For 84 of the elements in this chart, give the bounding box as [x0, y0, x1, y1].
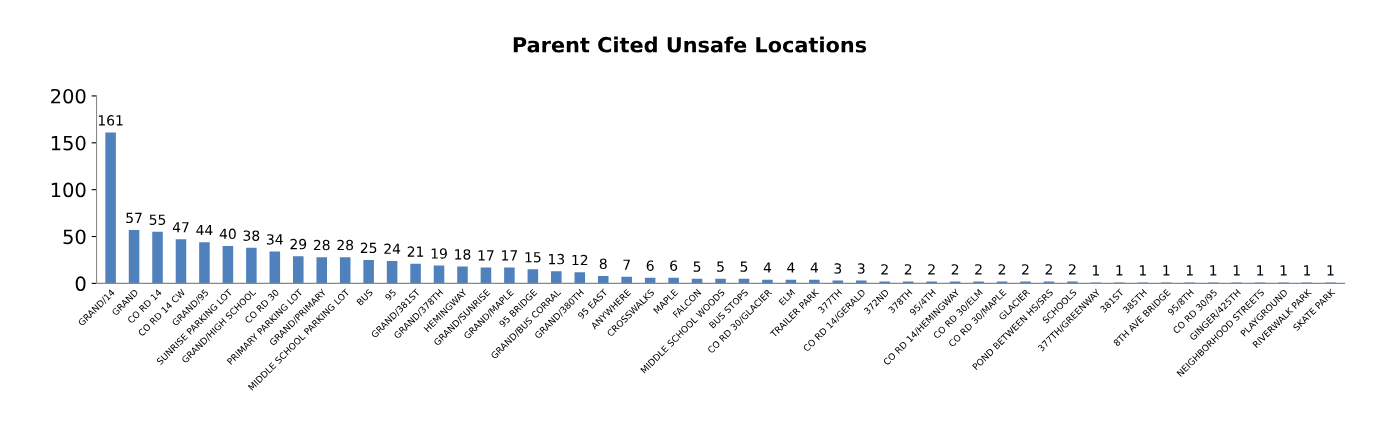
data-label: 2 — [904, 264, 912, 275]
bar — [480, 267, 492, 284]
data-label: 1 — [1327, 265, 1334, 276]
bar — [175, 239, 187, 284]
data-label: 55 — [149, 214, 166, 225]
bar — [504, 267, 515, 284]
bar — [386, 260, 398, 284]
data-label: 8 — [599, 258, 607, 270]
data-label: 18 — [455, 249, 471, 260]
data-label: 1 — [1092, 265, 1099, 276]
bar — [128, 229, 140, 284]
bar — [246, 247, 257, 284]
bar — [339, 257, 351, 284]
data-label: 3 — [857, 263, 865, 274]
data-label: 5 — [740, 261, 748, 272]
data-label: 1 — [1139, 265, 1146, 276]
data-label: 2 — [975, 264, 982, 275]
data-label: 1 — [1116, 265, 1123, 276]
y-tick-label: 100 — [51, 182, 86, 198]
data-label: 28 — [337, 239, 354, 251]
bar — [222, 245, 234, 284]
data-label: 17 — [502, 250, 518, 261]
bar — [433, 265, 445, 284]
chart-title: Parent Cited Unsafe Locations — [513, 36, 867, 53]
data-label: 13 — [549, 253, 565, 265]
bar — [621, 276, 632, 284]
data-label: 2 — [928, 264, 935, 275]
data-label: 2 — [951, 264, 959, 275]
data-label: 7 — [623, 259, 630, 270]
y-tick-label: 200 — [51, 88, 86, 104]
data-label: 6 — [670, 260, 678, 271]
bar — [715, 278, 726, 284]
bar — [668, 277, 679, 284]
bar — [551, 271, 562, 284]
data-label: 2 — [1022, 264, 1029, 275]
data-label: 15 — [525, 252, 541, 263]
data-label: 34 — [267, 234, 283, 245]
data-label: 2 — [1045, 264, 1052, 275]
data-label: 1 — [1163, 265, 1170, 276]
data-label: 40 — [219, 228, 236, 240]
bar — [597, 275, 609, 284]
data-label: 4 — [763, 262, 772, 273]
data-label: 25 — [360, 242, 377, 254]
data-label: 1 — [1233, 265, 1240, 276]
data-label: 6 — [646, 260, 654, 271]
data-label: 2 — [998, 264, 1006, 275]
bar — [199, 242, 210, 284]
data-label: 57 — [126, 212, 142, 224]
bar — [574, 272, 586, 284]
data-label: 21 — [407, 246, 424, 257]
data-label: 1 — [1186, 265, 1193, 276]
y-tick-label: 0 — [75, 276, 86, 292]
bar — [293, 256, 304, 284]
data-label: 38 — [243, 230, 260, 241]
data-label: 161 — [98, 115, 123, 126]
y-tick-label: 150 — [51, 135, 86, 151]
data-label: 2 — [1069, 264, 1076, 275]
data-label: 24 — [384, 243, 401, 254]
data-label: 1 — [1280, 265, 1287, 276]
y-tick-label: 50 — [63, 229, 86, 245]
data-label: 29 — [290, 238, 307, 250]
data-label: 12 — [572, 254, 588, 266]
bar — [527, 269, 539, 284]
data-label: 17 — [478, 250, 494, 261]
bar — [105, 132, 116, 284]
bar — [363, 259, 374, 284]
bar — [269, 251, 281, 284]
data-label: 28 — [313, 239, 330, 251]
bar — [457, 266, 468, 284]
data-label: 5 — [693, 261, 701, 272]
data-label: 47 — [172, 222, 189, 233]
data-label: 4 — [787, 262, 795, 273]
bar — [410, 263, 421, 284]
data-label: 1 — [1257, 265, 1264, 276]
data-label: 5 — [717, 261, 724, 272]
data-label: 2 — [881, 264, 888, 275]
data-label: 1 — [1210, 265, 1217, 276]
data-label: 4 — [810, 262, 818, 273]
data-label: 3 — [834, 263, 842, 274]
data-label: 1 — [1304, 265, 1311, 276]
bar — [152, 231, 163, 284]
bar — [316, 257, 328, 284]
data-label: 44 — [196, 224, 213, 236]
data-label: 19 — [431, 248, 447, 259]
